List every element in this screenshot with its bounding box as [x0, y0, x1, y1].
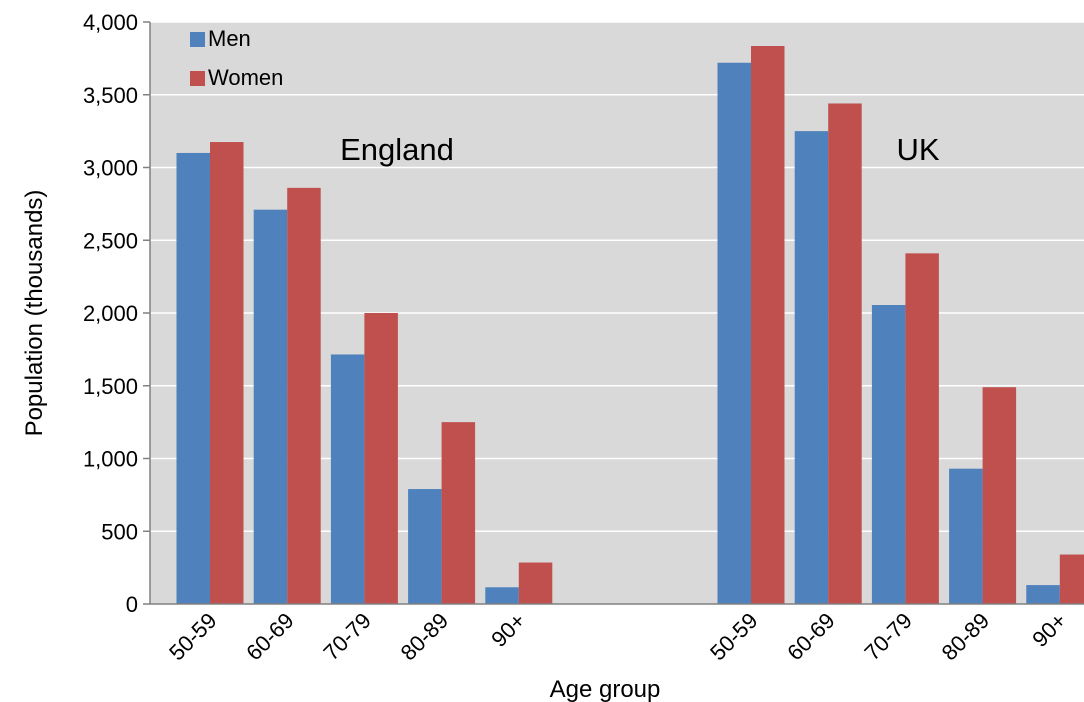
x-tick-label: 80-89	[937, 608, 994, 665]
y-tick-label: 500	[101, 519, 138, 544]
y-axis-title: Population (thousands)	[21, 190, 48, 437]
bar-uk-men-80-89	[949, 468, 983, 604]
x-tick-label: 50-59	[705, 608, 762, 665]
y-tick-label: 3,500	[83, 83, 138, 108]
bar-uk-men-50-59	[717, 62, 751, 605]
y-tick-label: 4,000	[83, 10, 138, 35]
bar-uk-men-70-79	[871, 304, 906, 604]
x-tick-label: 60-69	[241, 608, 298, 665]
y-tick-label: 2,000	[83, 301, 138, 326]
x-tick-label: 60-69	[782, 608, 839, 665]
y-axis-ticks: 0 500 1,000 1,500 2,000 2,500 3,000 3,500 4,000	[83, 10, 150, 617]
x-axis-ticks: 50-59 60-69 70-79 80-89 90+ 50-59 60-69 70-79 80…	[164, 608, 1071, 665]
bar-uk-women-90+	[1059, 554, 1084, 604]
x-tick-label: 70-79	[318, 608, 375, 665]
bars	[176, 46, 1084, 605]
bar-england-women-60-69	[287, 187, 321, 604]
bar-england-men-70-79	[330, 354, 365, 604]
bar-uk-men-60-69	[794, 131, 829, 604]
legend-label-women: Women	[208, 65, 283, 90]
x-tick-label: 80-89	[396, 608, 453, 665]
legend-swatch-men	[190, 32, 205, 47]
x-axis-title: Age group	[550, 676, 661, 702]
bar-uk-women-50-59	[751, 46, 785, 604]
y-tick-label: 2,500	[83, 228, 138, 253]
bar-england-men-80-89	[408, 489, 442, 604]
bar-england-men-50-59	[176, 152, 210, 604]
y-tick-label: 0	[126, 592, 138, 617]
legend-swatch-women	[190, 71, 205, 86]
bar-england-women-80-89	[441, 422, 476, 604]
bar-england-women-50-59	[210, 142, 244, 604]
bar-uk-women-80-89	[982, 387, 1017, 604]
bar-england-women-70-79	[364, 313, 398, 604]
bar-england-women-90+	[518, 562, 553, 604]
x-tick-label: 70-79	[859, 608, 916, 665]
x-tick-label: 90+	[1027, 608, 1071, 652]
bar-uk-men-90+	[1026, 585, 1060, 604]
bar-uk-women-70-79	[905, 253, 939, 604]
bar-england-men-60-69	[253, 209, 288, 604]
y-tick-label: 1,000	[83, 447, 138, 472]
y-tick-label: 3,000	[83, 156, 138, 181]
bar-england-men-90+	[485, 587, 519, 604]
y-tick-label: 1,500	[83, 374, 138, 399]
group-label-england: England	[340, 132, 454, 167]
bar-uk-women-60-69	[828, 103, 862, 604]
legend-label-men: Men	[208, 26, 251, 51]
x-tick-label: 50-59	[164, 608, 221, 665]
legend: Men Women	[190, 26, 283, 90]
group-labels: England UK	[340, 132, 940, 167]
x-tick-label: 90+	[486, 608, 530, 652]
group-label-uk: UK	[896, 132, 939, 167]
